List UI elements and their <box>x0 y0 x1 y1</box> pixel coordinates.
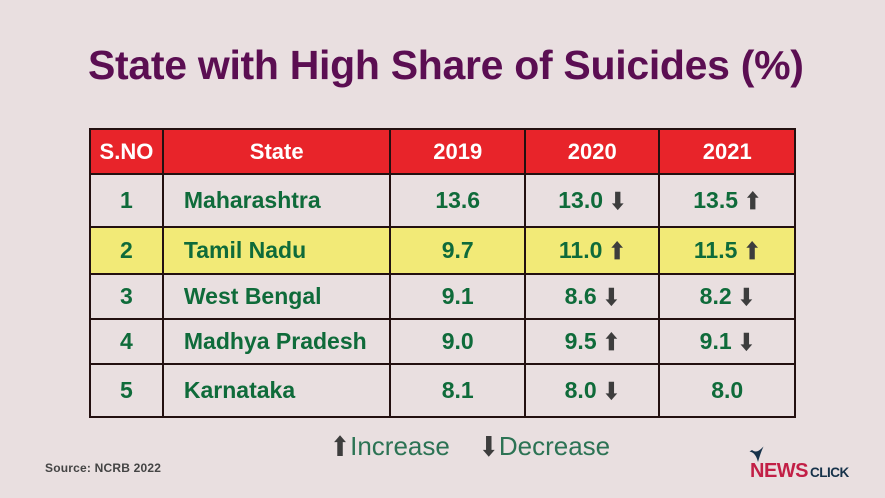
svg-text:NEWSCLICK: NEWS CLICK <box>750 460 849 482</box>
